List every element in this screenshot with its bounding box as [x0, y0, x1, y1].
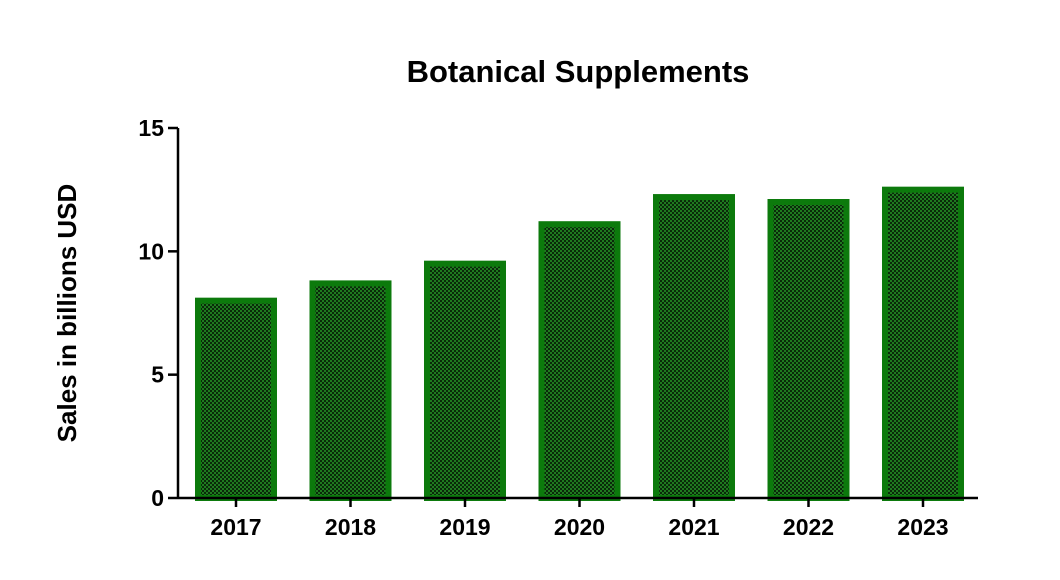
bars-group — [195, 186, 964, 502]
bar-2020 — [538, 221, 621, 501]
bar-2018 — [309, 280, 392, 501]
chart-title: Botanical Supplements — [407, 54, 750, 89]
x-tick-label: 2019 — [439, 514, 490, 540]
x-tick-label: 2018 — [325, 514, 376, 540]
bar-2023 — [882, 186, 964, 502]
bar-2021 — [653, 194, 735, 501]
y-tick-label: 5 — [151, 362, 164, 388]
bar-2017 — [195, 297, 277, 501]
x-tick-label: 2017 — [210, 514, 261, 540]
y-axis: 0 5 10 15 — [138, 115, 180, 511]
y-tick-label: 10 — [138, 238, 164, 264]
y-tick-label: 0 — [151, 485, 164, 511]
bar-2019 — [424, 260, 506, 501]
bar-2022 — [767, 199, 850, 501]
x-axis: 2017 2018 2019 2020 2021 2022 2023 — [178, 496, 978, 540]
y-axis-label: Sales in billions USD — [52, 184, 82, 443]
x-tick-label: 2021 — [668, 514, 719, 540]
y-tick-label: 15 — [138, 115, 164, 141]
x-tick-label: 2022 — [783, 514, 834, 540]
x-tick-label: 2023 — [897, 514, 948, 540]
x-tick-label: 2020 — [554, 514, 605, 540]
